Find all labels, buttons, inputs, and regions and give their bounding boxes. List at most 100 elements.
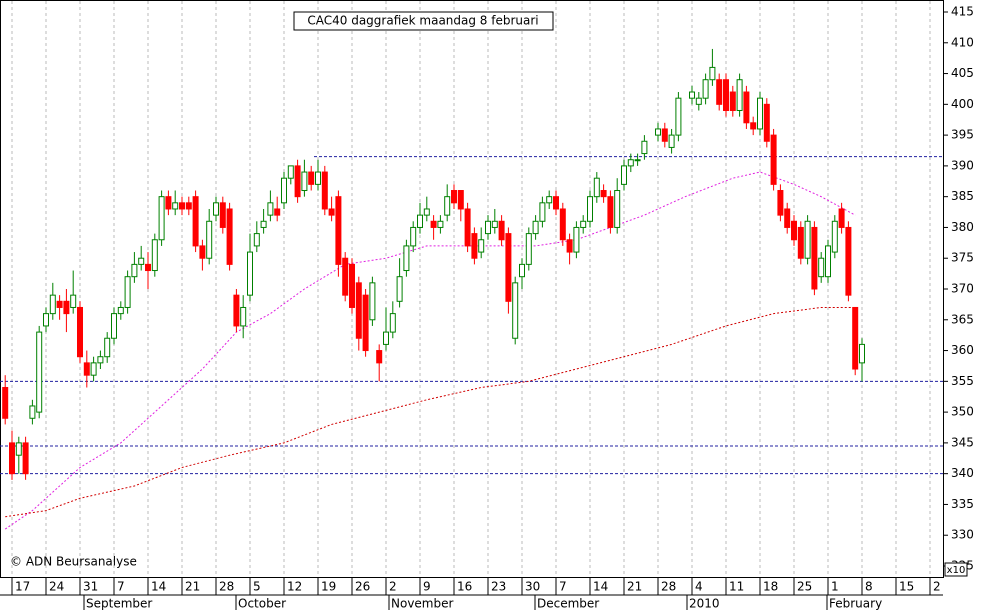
x-tick-label: 2 [389, 580, 397, 594]
candle-body [97, 356, 104, 364]
candle-body [763, 103, 770, 142]
candle-body [83, 362, 90, 376]
x-tick-label: 14 [151, 580, 166, 594]
candle-body [485, 220, 491, 235]
candle-body [723, 79, 729, 111]
candle-body [342, 257, 349, 296]
candle-body [376, 350, 383, 364]
candle-body [77, 306, 83, 358]
candle-body [29, 405, 36, 419]
x-tick-label: 14 [593, 580, 608, 594]
candle-body [349, 263, 355, 308]
x-tick-label: 7 [117, 580, 125, 594]
candle-body [736, 79, 743, 111]
x-tick-label: 8 [865, 580, 873, 594]
y-tick-label: 340 [951, 466, 974, 480]
x-tick-label: 11 [729, 580, 744, 594]
candle-body [634, 159, 641, 162]
candle-body [383, 331, 389, 345]
y-tick-label: 400 [951, 97, 974, 111]
candle-body [206, 220, 213, 259]
y-tick-label: 345 [951, 435, 974, 449]
x-tick-label: 1 [831, 580, 839, 594]
moving-average [4, 171, 856, 530]
candle-body [478, 239, 485, 253]
candle-body [525, 233, 532, 265]
candle-body [546, 196, 553, 204]
candle-body [294, 165, 301, 198]
candle-body [90, 362, 97, 376]
y-tick-label: 405 [951, 66, 974, 80]
candle-body [838, 208, 845, 228]
candle-body [301, 171, 308, 192]
candle-body [158, 196, 165, 241]
candle-body [281, 177, 287, 204]
candle-body [131, 263, 138, 278]
candle-body [165, 196, 172, 210]
chart-title: CAC40 daggrafiek maandag 8 februari [307, 14, 538, 28]
x-tick-label: 31 [83, 580, 98, 594]
candle-body [219, 202, 226, 228]
candle-body [430, 220, 437, 228]
copyright: © ADN Beursanalyse [10, 555, 137, 569]
y-tick-label: 355 [951, 374, 974, 388]
x-tick-label: 24 [49, 580, 64, 594]
x-tick-label: 9 [423, 580, 431, 594]
moving-average [5, 306, 856, 518]
plot-area [0, 0, 944, 578]
candle-body [172, 202, 179, 210]
x-tick-label: 7 [559, 580, 567, 594]
candle-body [417, 214, 423, 228]
candle-body [403, 245, 410, 272]
y-tick-label: 350 [951, 405, 974, 419]
badge-box [944, 562, 968, 577]
candle-body [260, 220, 267, 228]
candle-body [600, 190, 607, 198]
x-tick-label: 4 [695, 580, 703, 594]
candle-body [423, 208, 430, 216]
candle-body [179, 202, 185, 210]
candle-body [498, 220, 505, 241]
candle-body [675, 97, 682, 136]
y-tick-label: 390 [951, 158, 974, 172]
x-tick-label: 5 [253, 580, 261, 594]
scale-badge: x10 [947, 565, 966, 576]
candle-body [274, 208, 281, 216]
candle-body [559, 208, 566, 241]
candle-body [138, 257, 145, 265]
candle-body [199, 245, 206, 259]
x-tick-label: 18 [763, 580, 778, 594]
candle-body [15, 442, 22, 456]
candle-body [689, 91, 695, 99]
candle-body [661, 128, 668, 142]
candle-body [389, 313, 396, 333]
candle-body [539, 202, 546, 222]
candle-body [70, 294, 77, 308]
month-label: February [829, 597, 882, 610]
candle-body [104, 337, 111, 358]
candle-body [213, 202, 219, 216]
candle-body [151, 239, 158, 272]
x-tick-label: 28 [219, 580, 234, 594]
x-tick-label: 23 [491, 580, 506, 594]
x-tick-label: 26 [355, 580, 370, 594]
candle-body [145, 263, 151, 272]
candle-body [743, 91, 750, 124]
candle-body [240, 306, 247, 327]
x-tick-label: 21 [185, 580, 200, 594]
y-tick-label: 360 [951, 343, 974, 357]
x-tick-label: 12 [287, 580, 302, 594]
candle-body [505, 233, 512, 302]
candle-body [532, 220, 539, 235]
x-tick-label: 17 [15, 580, 30, 594]
candle-body [777, 190, 784, 216]
x-tick-label: 28 [661, 580, 676, 594]
candle-body [192, 196, 199, 247]
candle-body [63, 300, 70, 315]
candle-body [471, 233, 478, 259]
candle-body [2, 386, 9, 419]
candle-body [185, 202, 192, 210]
month-label: September [86, 597, 152, 610]
candle-body [437, 220, 444, 228]
